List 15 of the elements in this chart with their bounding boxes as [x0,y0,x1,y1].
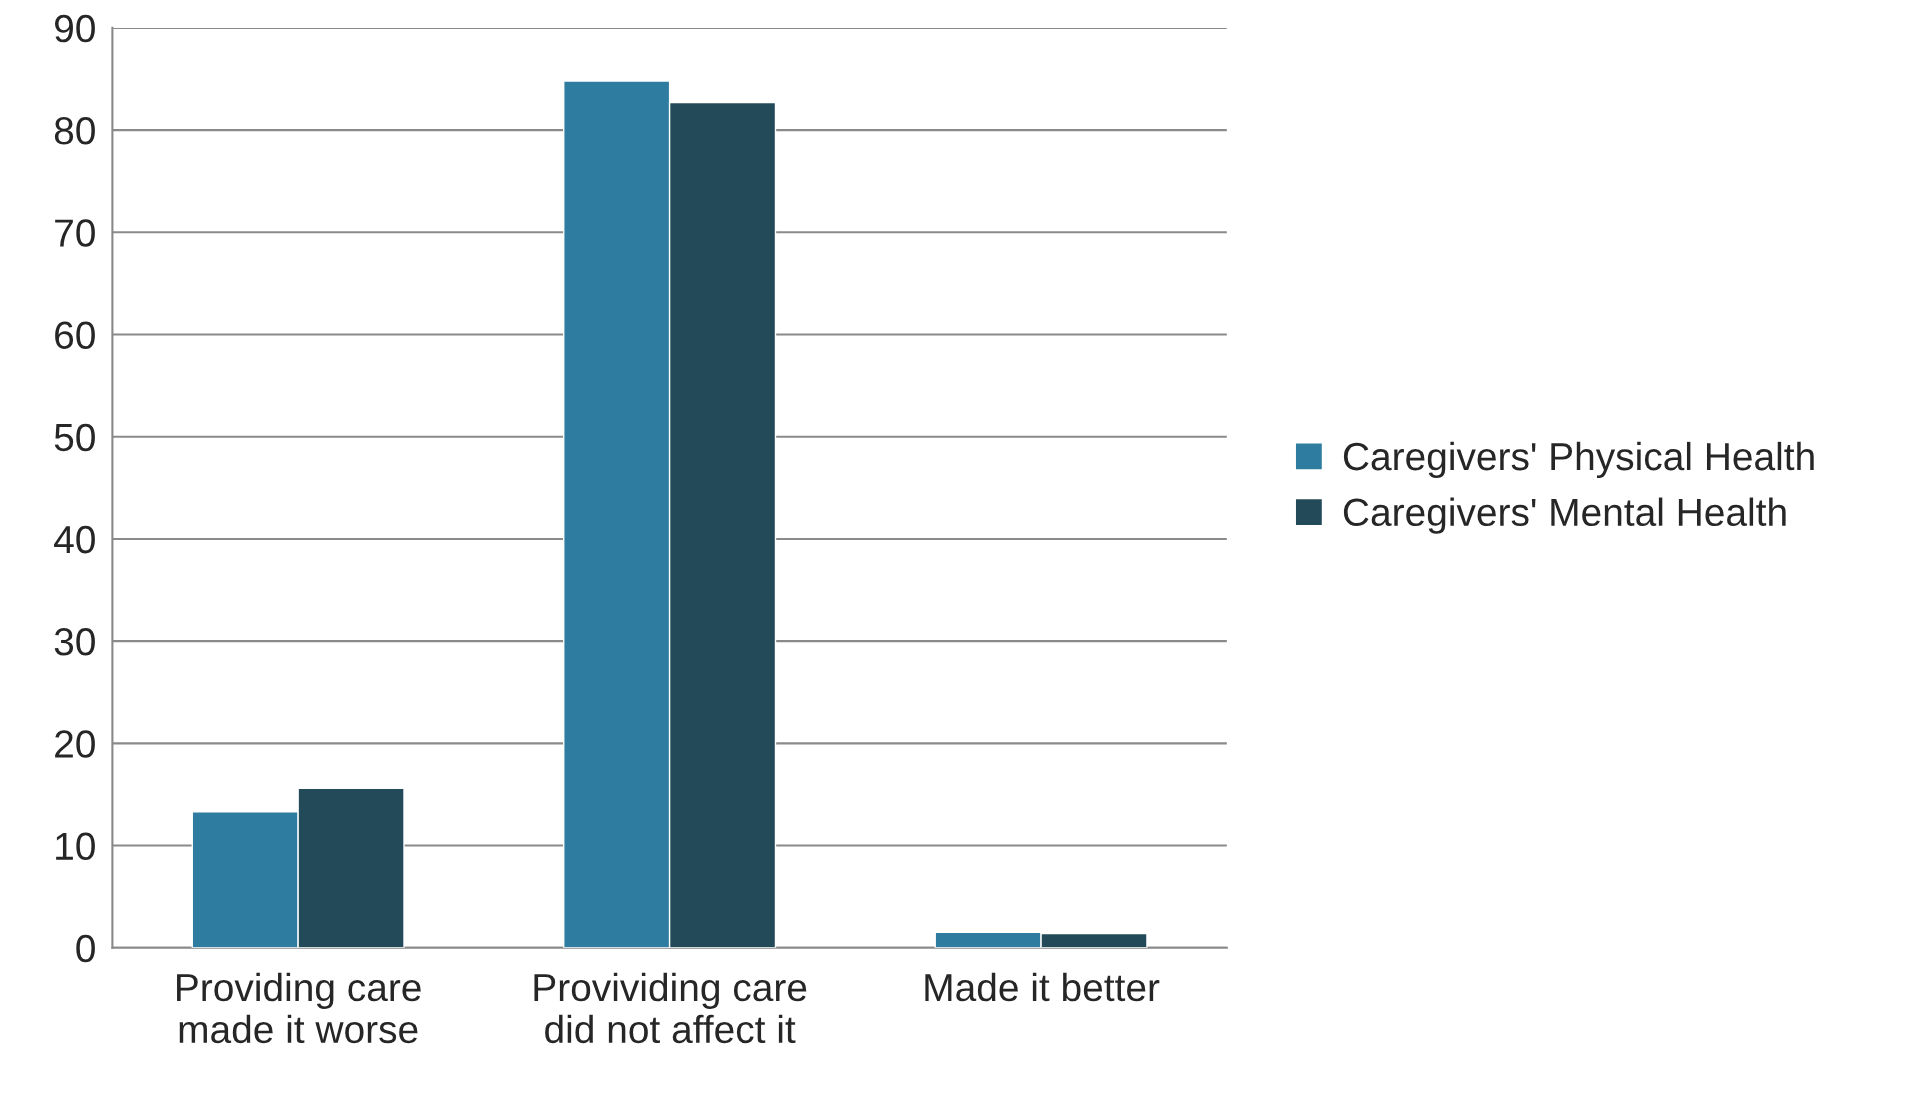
y-tick-label: 70 [55,219,95,247]
legend-label: Caregivers' Mental Health [1343,497,1786,534]
y-tick-label: 20 [55,730,95,758]
x-tick-label: Provividing care did not affect it [534,972,807,1044]
legend-label: Caregivers' Physical Health [1343,441,1814,479]
x-tick-label: Providing care made it worse [177,972,421,1044]
y-tick-label: 30 [54,628,95,656]
y-tick-label: 0 [76,934,95,963]
y-tick-label: 80 [54,117,95,145]
y-tick-label: 10 [56,832,95,861]
x-tick-label: Made it better [925,972,1160,1002]
y-tick-label: 60 [55,321,95,349]
y-tick-label: 50 [54,423,95,452]
y-tick-label: 40 [54,525,95,554]
y-tick-label: 90 [54,14,95,43]
